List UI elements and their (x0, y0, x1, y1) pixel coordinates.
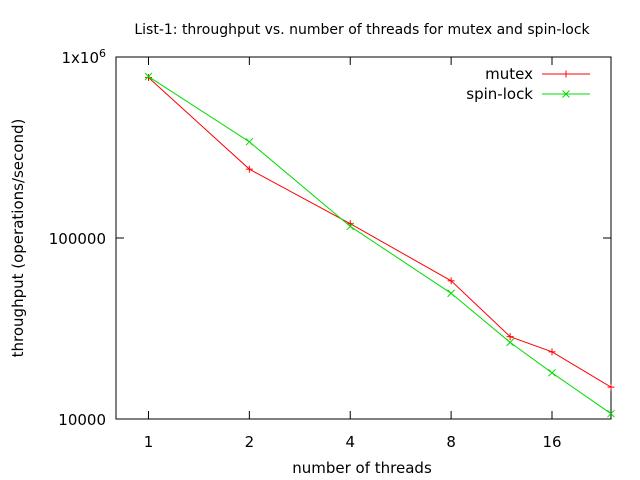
data-point-mutex (506, 333, 514, 341)
data-point-spin-lock (245, 137, 254, 146)
legend-marker-spin-lock (562, 90, 570, 98)
data-point-spin-lock (144, 72, 153, 81)
data-point-mutex (447, 277, 455, 285)
x-tick-label: 16 (542, 433, 561, 451)
series-layer (144, 72, 615, 418)
data-point-mutex (607, 383, 615, 391)
x-tick-label: 1 (144, 433, 154, 451)
x-axis-label: number of threads (292, 459, 432, 477)
y-tick-label: 10000 (58, 411, 106, 429)
data-point-spin-lock (346, 222, 355, 231)
x-axis-ticks: 1 2 4 8 16 (144, 57, 562, 451)
series-line-mutex (148, 77, 612, 388)
data-point-spin-lock (506, 338, 514, 347)
y-tick-label: 1x106 (61, 47, 106, 67)
data-point-spin-lock (548, 368, 556, 377)
x-tick-label: 8 (446, 433, 456, 451)
series-line-spin-lock (148, 76, 612, 415)
legend-label-spin-lock: spin-lock (466, 85, 533, 103)
y-axis-label: throughput (operations/second) (9, 119, 27, 358)
data-point-mutex (245, 165, 253, 173)
x-tick-label: 2 (245, 433, 255, 451)
plot-frame (115, 56, 612, 420)
x-tick-label: 4 (345, 433, 355, 451)
data-point-spin-lock (447, 289, 455, 298)
data-point-spin-lock (607, 409, 615, 418)
legend-marker-mutex (562, 70, 570, 78)
legend-label-mutex: mutex (485, 65, 533, 83)
y-axis-ticks: 10000 100000 1x106 (49, 47, 611, 429)
data-point-mutex (548, 348, 556, 356)
chart-title: List-1: throughput vs. number of threads… (134, 22, 590, 38)
y-tick-exponent: 6 (99, 47, 106, 60)
legend: mutex spin-lock (466, 65, 590, 103)
y-tick-label: 100000 (49, 230, 106, 248)
